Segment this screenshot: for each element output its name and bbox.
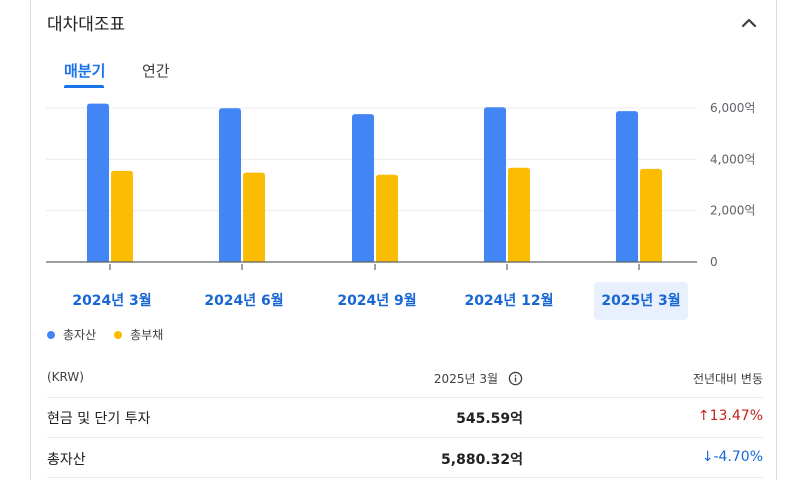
y-tick-label: 6,000억	[710, 101, 755, 115]
column-header-period: 2025년 3월	[433, 372, 498, 386]
table-divider	[47, 477, 763, 478]
legend-dot-yellow	[114, 330, 123, 339]
x-tick-label-period[interactable]: 2024년 12월	[464, 293, 554, 309]
x-tick-label-period[interactable]: 2024년 3월	[72, 293, 152, 309]
row-change-total-assets-value: -4.70%	[713, 449, 763, 465]
bar-total-liabilities	[508, 167, 530, 262]
y-tick-label: 0	[710, 255, 718, 269]
active-tab-indicator	[64, 85, 104, 88]
x-tick-label-period[interactable]: 2024년 9월	[337, 293, 417, 309]
chevron-up-icon[interactable]	[738, 12, 760, 34]
tab-annual[interactable]: 연간	[142, 62, 170, 80]
bar-total-assets	[219, 108, 241, 262]
bar-total-liabilities	[111, 170, 133, 262]
row-value-cash: 545.59억	[456, 411, 523, 427]
tab-quarterly[interactable]: 매분기	[64, 62, 106, 80]
column-header-yoy-change: 전년대비 변동	[692, 372, 763, 386]
row-change-cash-value: 13.47%	[709, 408, 763, 424]
legend-label-total-liabilities: 총부채	[130, 328, 164, 342]
y-tick-label: 2,000억	[710, 204, 755, 218]
legend-label-total-assets: 총자산	[63, 328, 97, 342]
x-tick-label-period[interactable]: 2025년 3월	[594, 282, 688, 320]
info-icon[interactable]	[508, 371, 523, 386]
row-label-cash: 현금 및 단기 투자	[47, 411, 151, 427]
row-change-cash: ↑13.47%	[698, 408, 763, 424]
chart-legend: 총자산 총부채	[47, 326, 163, 343]
section-title: 대차대조표	[47, 15, 126, 35]
legend-dot-blue	[47, 330, 55, 339]
row-change-total-assets: ↓-4.70%	[702, 449, 763, 465]
table-divider	[47, 397, 763, 398]
x-tick-label-period[interactable]: 2024년 6월	[204, 293, 284, 309]
bar-total-assets	[87, 103, 109, 263]
balance-sheet-card	[30, 0, 777, 480]
bar-total-assets	[484, 107, 506, 262]
arrow-up-icon: ↑	[697, 408, 710, 424]
bar-total-assets	[352, 114, 374, 262]
table-divider	[47, 437, 763, 438]
bar-total-assets	[616, 111, 638, 262]
bar-total-liabilities	[243, 172, 265, 262]
bar-total-liabilities	[640, 168, 662, 262]
legend-item-total-liabilities: 총부채	[114, 326, 163, 343]
row-label-total-assets: 총자산	[47, 452, 86, 468]
bar-total-liabilities	[376, 174, 398, 262]
arrow-down-icon: ↓	[701, 449, 714, 465]
y-tick-label: 4,000억	[710, 152, 755, 166]
column-header-unit: (KRW)	[47, 370, 84, 384]
row-value-total-assets: 5,880.32억	[441, 452, 523, 468]
legend-item-total-assets: 총자산	[47, 326, 96, 343]
